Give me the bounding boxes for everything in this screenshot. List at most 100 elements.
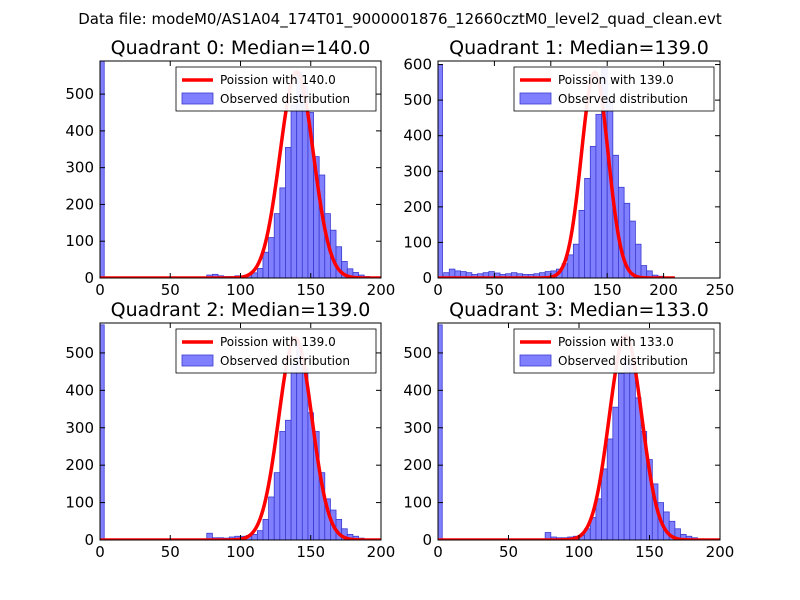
y-tick-label: 0 [422, 531, 432, 549]
panel-title: Quadrant 1: Median=139.0 [449, 37, 709, 59]
histogram-bar [635, 397, 642, 540]
y-tick-label: 100 [65, 232, 94, 250]
quadrant-2-panel: Quadrant 2: Median=139.0 0 50 100 150 200 0 100… [65, 299, 395, 561]
x-tick-label: 100 [226, 281, 255, 299]
x-tick-label: 250 [706, 281, 735, 299]
y-tick-label: 500 [403, 91, 432, 109]
y-tick-label: 500 [403, 344, 432, 362]
axes-frame [437, 60, 721, 279]
histogram-bar [606, 438, 614, 540]
x-tick-label: 200 [367, 281, 396, 299]
x-tick-label: 50 [485, 281, 504, 299]
legend-bar-label: Observed distribution [220, 354, 350, 368]
x-tick-label: 150 [635, 543, 664, 561]
histogram-bar [567, 254, 574, 278]
legend-bar-label: Observed distribution [558, 354, 688, 368]
x-tick-label: 150 [296, 281, 325, 299]
y-tick-label: 100 [65, 494, 94, 512]
plot-area [100, 324, 381, 540]
histogram-bar [279, 431, 286, 540]
histogram-bar [589, 145, 597, 278]
histogram-bar [623, 360, 631, 540]
y-tick-label: 400 [403, 381, 432, 399]
panel-title: Quadrant 0: Median=140.0 [111, 37, 371, 59]
legend-bar-swatch [181, 92, 214, 105]
histogram-bar [100, 324, 105, 540]
plot-area [100, 61, 381, 278]
x-tick-label: 150 [296, 543, 325, 561]
y-tick-label: 200 [403, 456, 432, 474]
y-tick-label: 200 [65, 456, 94, 474]
y-tick-label: 300 [65, 419, 94, 437]
x-tick-label: 0 [433, 281, 443, 299]
x-tick-label: 200 [706, 543, 735, 561]
histogram-bar [285, 419, 292, 540]
figure-title: Data file: modeM0/AS1A04_174T01_90000018… [78, 10, 722, 29]
legend-bar-swatch [519, 354, 552, 367]
histogram-bar [438, 324, 443, 540]
y-tick-label: 400 [65, 122, 94, 140]
histogram-bar [262, 519, 270, 540]
legend-curve-label: Poission with 139.0 [220, 335, 336, 349]
histogram-bar [290, 363, 298, 540]
panel-title: Quadrant 3: Median=133.0 [449, 299, 709, 321]
y-tick-label: 100 [403, 494, 432, 512]
legend-curve-label: Poission with 140.0 [220, 73, 336, 87]
x-tick-label: 50 [161, 281, 180, 299]
histogram-bar [595, 113, 602, 278]
y-tick-label: 0 [84, 269, 94, 287]
y-tick-label: 200 [403, 198, 432, 216]
histogram-bar [290, 104, 298, 278]
histogram-bar [572, 243, 580, 278]
poisson-curve [438, 70, 675, 278]
histogram-bar [262, 251, 270, 278]
y-tick-label: 300 [403, 162, 432, 180]
histogram-bar [612, 406, 619, 540]
x-tick-label: 200 [649, 281, 678, 299]
x-tick-label: 0 [433, 543, 443, 561]
panel-title: Quadrant 2: Median=139.0 [111, 299, 371, 321]
y-tick-label: 400 [65, 381, 94, 399]
x-tick-label: 0 [95, 543, 105, 561]
x-tick-label: 50 [499, 543, 518, 561]
histogram-bar [629, 220, 636, 278]
y-tick-label: 600 [403, 56, 432, 74]
legend-bar-swatch [181, 354, 214, 367]
histogram-bar [279, 187, 286, 278]
y-tick-label: 300 [65, 159, 94, 177]
y-tick-label: 200 [65, 195, 94, 213]
histogram-bar [578, 210, 586, 278]
histogram-bar [273, 213, 281, 278]
y-tick-label: 500 [65, 85, 94, 103]
y-tick-label: 100 [403, 233, 432, 251]
quadrant-1-panel: Quadrant 1: Median=139.0 0 50 100 150 200 250 0… [403, 37, 734, 299]
histogram-bar [285, 147, 292, 278]
plot-area [438, 64, 675, 278]
x-tick-label: 100 [565, 543, 594, 561]
x-tick-label: 100 [536, 281, 565, 299]
legend-bar-label: Observed distribution [558, 92, 688, 106]
histogram-bar [100, 61, 105, 278]
x-tick-label: 0 [95, 281, 105, 299]
histogram-bar [268, 237, 275, 278]
histogram-bar [256, 268, 264, 278]
panels: Quadrant 0: Median=140.0 0 50 100 150 200 0 100… [65, 37, 734, 561]
histogram-bar [635, 243, 642, 278]
histogram-bar [584, 177, 591, 278]
legend-bar-label: Observed distribution [220, 92, 350, 106]
x-tick-label: 200 [367, 543, 396, 561]
y-tick-label: 500 [65, 344, 94, 362]
x-tick-label: 100 [226, 543, 255, 561]
histogram-bar [268, 496, 275, 540]
histogram-bar [256, 530, 264, 540]
quadrant-3-panel: Quadrant 3: Median=133.0 0 50 100 150 200 0 100… [403, 299, 734, 561]
legend-curve-label: Poission with 133.0 [558, 335, 674, 349]
y-tick-label: 300 [403, 419, 432, 437]
y-tick-label: 0 [422, 269, 432, 287]
y-tick-label: 0 [84, 531, 94, 549]
histogram-bar [618, 373, 625, 540]
histogram-bar [629, 363, 636, 540]
x-tick-label: 150 [593, 281, 622, 299]
y-tick-label: 400 [403, 127, 432, 145]
